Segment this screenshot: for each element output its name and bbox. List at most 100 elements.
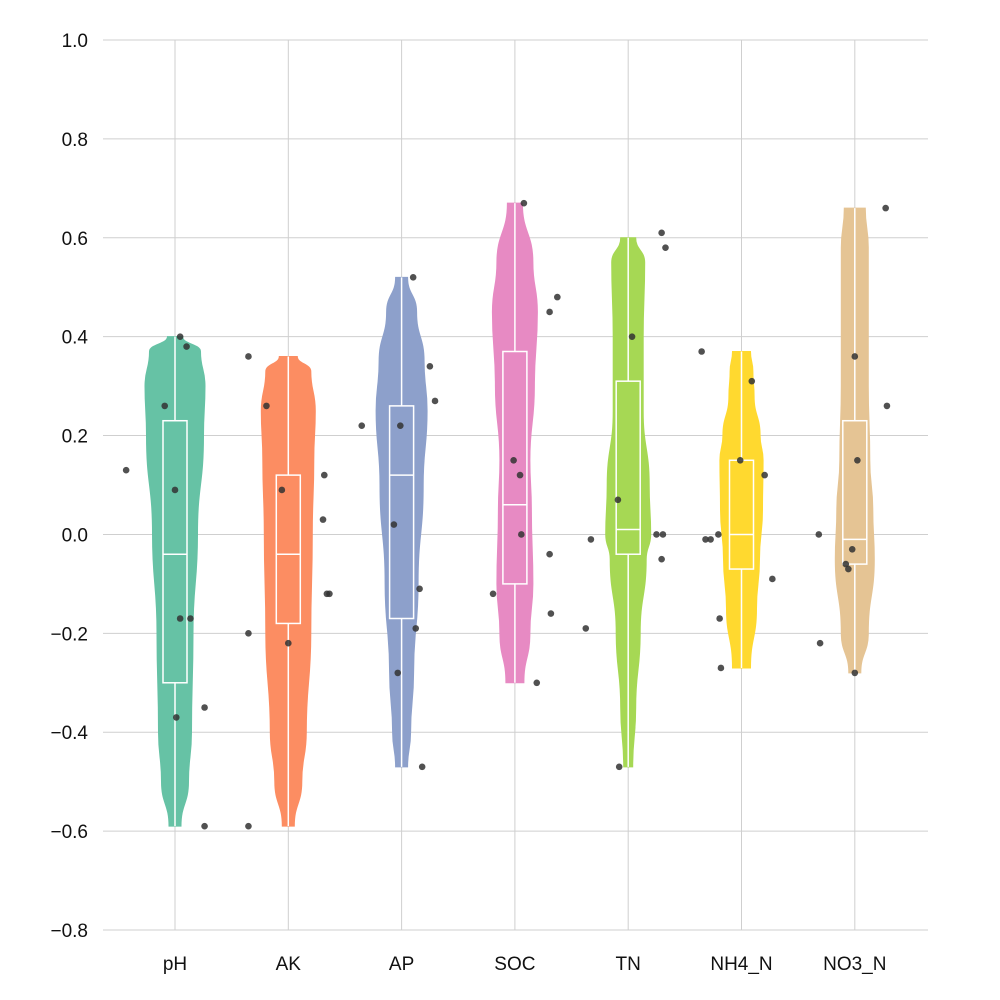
x-axis-ticks: pH AK AP SOC TN NH4_N NO3_N — [163, 954, 887, 975]
y-tick-label: 0.8 — [62, 130, 88, 151]
data-point-TN — [628, 333, 636, 340]
data-point-pH — [183, 343, 190, 350]
y-tick-label: −0.4 — [50, 723, 88, 744]
data-point-NO3_N — [882, 204, 889, 212]
data-point-TN — [658, 229, 665, 237]
data-point-SOC — [516, 471, 524, 479]
data-point-pH — [171, 486, 179, 494]
data-point-AP — [390, 521, 398, 528]
violin-TN — [605, 237, 652, 768]
data-point-AP — [426, 363, 434, 370]
x-tick-label: AP — [389, 954, 414, 975]
data-point-TN — [582, 625, 590, 632]
data-point-SOC — [546, 550, 553, 558]
data-point-pH — [122, 466, 130, 474]
x-tick-label: AK — [276, 954, 302, 975]
data-point-TN — [615, 763, 623, 771]
box-iqr — [502, 350, 528, 585]
data-point-pH — [201, 704, 208, 711]
data-point-AK — [319, 516, 327, 523]
x-tick-label: NH4_N — [710, 954, 772, 975]
data-point-NO3_N — [848, 545, 856, 553]
data-point-TN — [659, 531, 667, 538]
data-point-NH4_N — [698, 348, 705, 355]
data-point-NO3_N — [883, 402, 891, 410]
violin-SOC — [491, 202, 538, 684]
box-iqr — [388, 405, 415, 620]
y-tick-label: 0.2 — [62, 427, 88, 448]
data-point-AK — [245, 822, 252, 830]
data-point-NO3_N — [815, 531, 823, 538]
data-point-pH — [172, 714, 180, 721]
data-point-TN — [658, 555, 665, 563]
violin-NO3_N — [834, 207, 875, 674]
violin-NH4_N — [719, 351, 764, 669]
data-point-TN — [653, 531, 660, 538]
y-tick-label: 1.0 — [62, 31, 88, 52]
data-point-AK — [245, 353, 252, 360]
data-point-NH4_N — [748, 377, 756, 385]
box-iqr — [275, 474, 302, 625]
y-tick-label: 0.6 — [62, 229, 88, 250]
data-point-SOC — [520, 199, 528, 207]
data-point-AP — [394, 669, 402, 677]
data-point-SOC — [518, 531, 525, 538]
x-tick-label: TN — [616, 954, 641, 975]
data-point-NO3_N — [851, 669, 859, 677]
data-point-pH — [176, 333, 184, 340]
data-point-AK — [245, 630, 252, 637]
data-point-NH4_N — [717, 664, 725, 672]
data-point-SOC — [554, 293, 561, 301]
y-tick-label: −0.8 — [50, 921, 88, 942]
violin-AP — [375, 276, 428, 768]
data-point-AK — [285, 639, 292, 647]
x-tick-label: pH — [163, 954, 187, 975]
data-point-AP — [431, 397, 439, 405]
data-point-AK — [326, 590, 333, 598]
violin-pH — [144, 336, 206, 827]
y-tick-label: −0.2 — [50, 624, 88, 645]
data-point-NO3_N — [851, 353, 859, 360]
data-point-AP — [418, 763, 426, 771]
data-point-NH4_N — [736, 456, 744, 464]
y-tick-label: 0.0 — [62, 525, 88, 546]
data-point-TN — [614, 496, 622, 504]
data-point-NH4_N — [715, 531, 722, 538]
data-point-NH4_N — [716, 615, 723, 622]
violin-AK — [260, 355, 316, 827]
data-point-AP — [412, 625, 420, 632]
data-point-SOC — [546, 308, 553, 316]
data-point-NH4_N — [702, 536, 709, 543]
data-point-pH — [201, 822, 208, 830]
data-point-TN — [587, 536, 595, 543]
data-point-NH4_N — [769, 575, 776, 583]
data-point-AP — [416, 585, 423, 593]
y-tick-label: 0.4 — [62, 328, 89, 349]
box-iqr — [162, 419, 188, 684]
x-tick-label: SOC — [494, 954, 535, 975]
data-point-SOC — [489, 590, 497, 598]
data-point-NH4_N — [707, 536, 714, 543]
y-axis-ticks: 1.0 0.8 0.6 0.4 0.2 0.0 −0.2 −0.4 −0.6 −0.8 — [50, 31, 88, 942]
box-iqr — [615, 380, 641, 555]
data-point-AP — [409, 274, 417, 281]
data-point-NH4_N — [761, 471, 768, 479]
data-point-AP — [397, 422, 404, 429]
data-point-NO3_N — [845, 565, 852, 573]
data-point-pH — [176, 615, 184, 622]
point-layer — [122, 199, 891, 830]
data-point-NO3_N — [816, 639, 824, 647]
data-point-AK — [321, 471, 328, 479]
box-iqr — [728, 459, 755, 570]
data-point-pH — [161, 402, 169, 410]
data-point-NO3_N — [842, 560, 850, 568]
box-iqr — [842, 419, 868, 565]
x-tick-label: NO3_N — [823, 954, 886, 975]
violin-layer — [144, 202, 875, 827]
y-tick-label: −0.6 — [50, 822, 88, 843]
data-point-AK — [263, 402, 270, 410]
data-point-AK — [278, 486, 286, 494]
data-point-SOC — [547, 610, 555, 617]
data-point-pH — [187, 615, 194, 622]
